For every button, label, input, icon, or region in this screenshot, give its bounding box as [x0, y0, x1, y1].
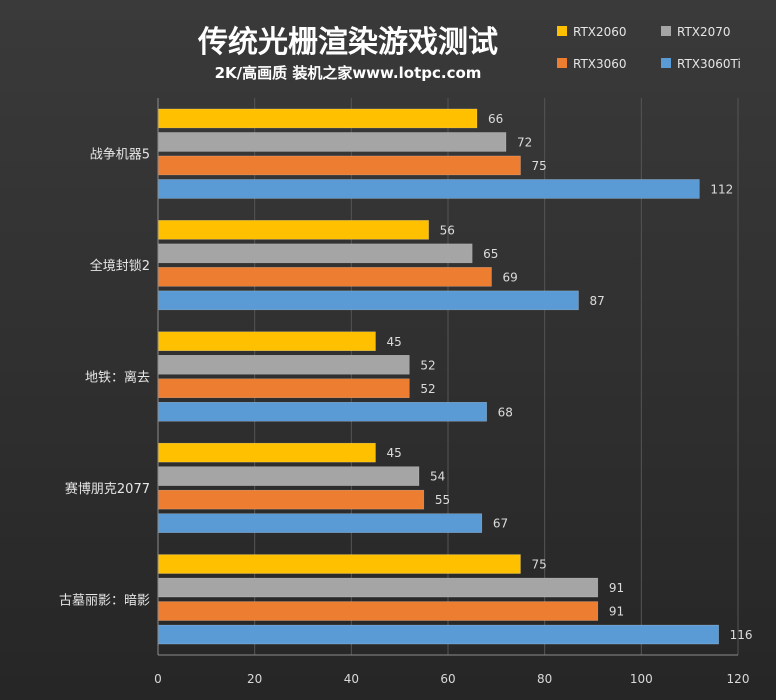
category-label: 战争机器5 — [90, 148, 150, 163]
bar — [157, 402, 487, 422]
legend-label: RTX3060Ti — [677, 57, 741, 71]
data-label: 45 — [387, 335, 402, 349]
data-label: 52 — [420, 358, 435, 372]
data-label: 75 — [532, 159, 547, 173]
bar — [157, 577, 599, 598]
bar — [157, 489, 425, 510]
category-label: 地铁：离去 — [85, 370, 150, 386]
data-label: 65 — [483, 247, 498, 261]
data-label: 45 — [387, 446, 402, 460]
bar — [157, 601, 599, 621]
data-label: 67 — [493, 517, 508, 531]
legend-label: RTX3060 — [573, 57, 627, 71]
bar — [157, 220, 429, 240]
x-tick-label: 100 — [630, 672, 653, 686]
bar — [157, 179, 700, 199]
legend-swatch — [661, 26, 671, 36]
bar — [157, 442, 376, 463]
bar — [157, 155, 521, 176]
category-label: 赛博朋克2077 — [65, 481, 150, 497]
data-label: 112 — [710, 182, 733, 196]
bar — [157, 267, 492, 287]
legend: RTX2060 RTX2070 RTX3060 RTX3060Ti — [557, 25, 741, 71]
data-label: 91 — [609, 605, 624, 619]
data-label: 68 — [498, 405, 513, 419]
data-label: 54 — [430, 470, 445, 484]
bar — [157, 108, 478, 129]
legend-label: RTX2070 — [677, 25, 731, 39]
bar — [157, 331, 376, 351]
data-label: 87 — [590, 294, 605, 308]
legend-label: RTX2060 — [573, 25, 627, 39]
data-label: 56 — [440, 223, 455, 237]
bar — [157, 378, 410, 398]
data-label: 91 — [609, 581, 624, 595]
x-tick-label: 120 — [727, 672, 750, 686]
bar — [157, 132, 507, 152]
legend-swatch — [557, 58, 567, 68]
x-tick-label: 80 — [537, 672, 552, 686]
chart-subtitle: 2K/高画质 装机之家www.lotpc.com — [215, 64, 482, 82]
data-label: 66 — [488, 112, 503, 126]
data-label: 75 — [532, 558, 547, 572]
chart-title: 传统光栅渲染游戏测试 — [197, 25, 498, 60]
legend-swatch — [661, 58, 671, 68]
data-label: 55 — [435, 493, 450, 507]
data-label: 116 — [730, 628, 753, 642]
bars: 6672751125665698745525268455455677591911… — [157, 108, 753, 645]
data-label: 69 — [503, 270, 518, 284]
bar — [157, 466, 420, 486]
data-label: 52 — [420, 382, 435, 396]
legend-swatch — [557, 26, 567, 36]
bar — [157, 624, 719, 645]
data-label: 72 — [517, 135, 532, 149]
x-tick-label: 40 — [344, 672, 359, 686]
x-tick-label: 20 — [247, 672, 262, 686]
x-tick-label: 0 — [154, 672, 162, 686]
bar — [157, 290, 579, 311]
bar — [157, 513, 483, 533]
x-tick-label: 60 — [440, 672, 455, 686]
category-label: 全境封锁2 — [90, 258, 150, 274]
bar — [157, 355, 410, 375]
bar — [157, 554, 521, 574]
bar — [157, 243, 473, 264]
category-label: 古墓丽影：暗影 — [59, 593, 150, 608]
